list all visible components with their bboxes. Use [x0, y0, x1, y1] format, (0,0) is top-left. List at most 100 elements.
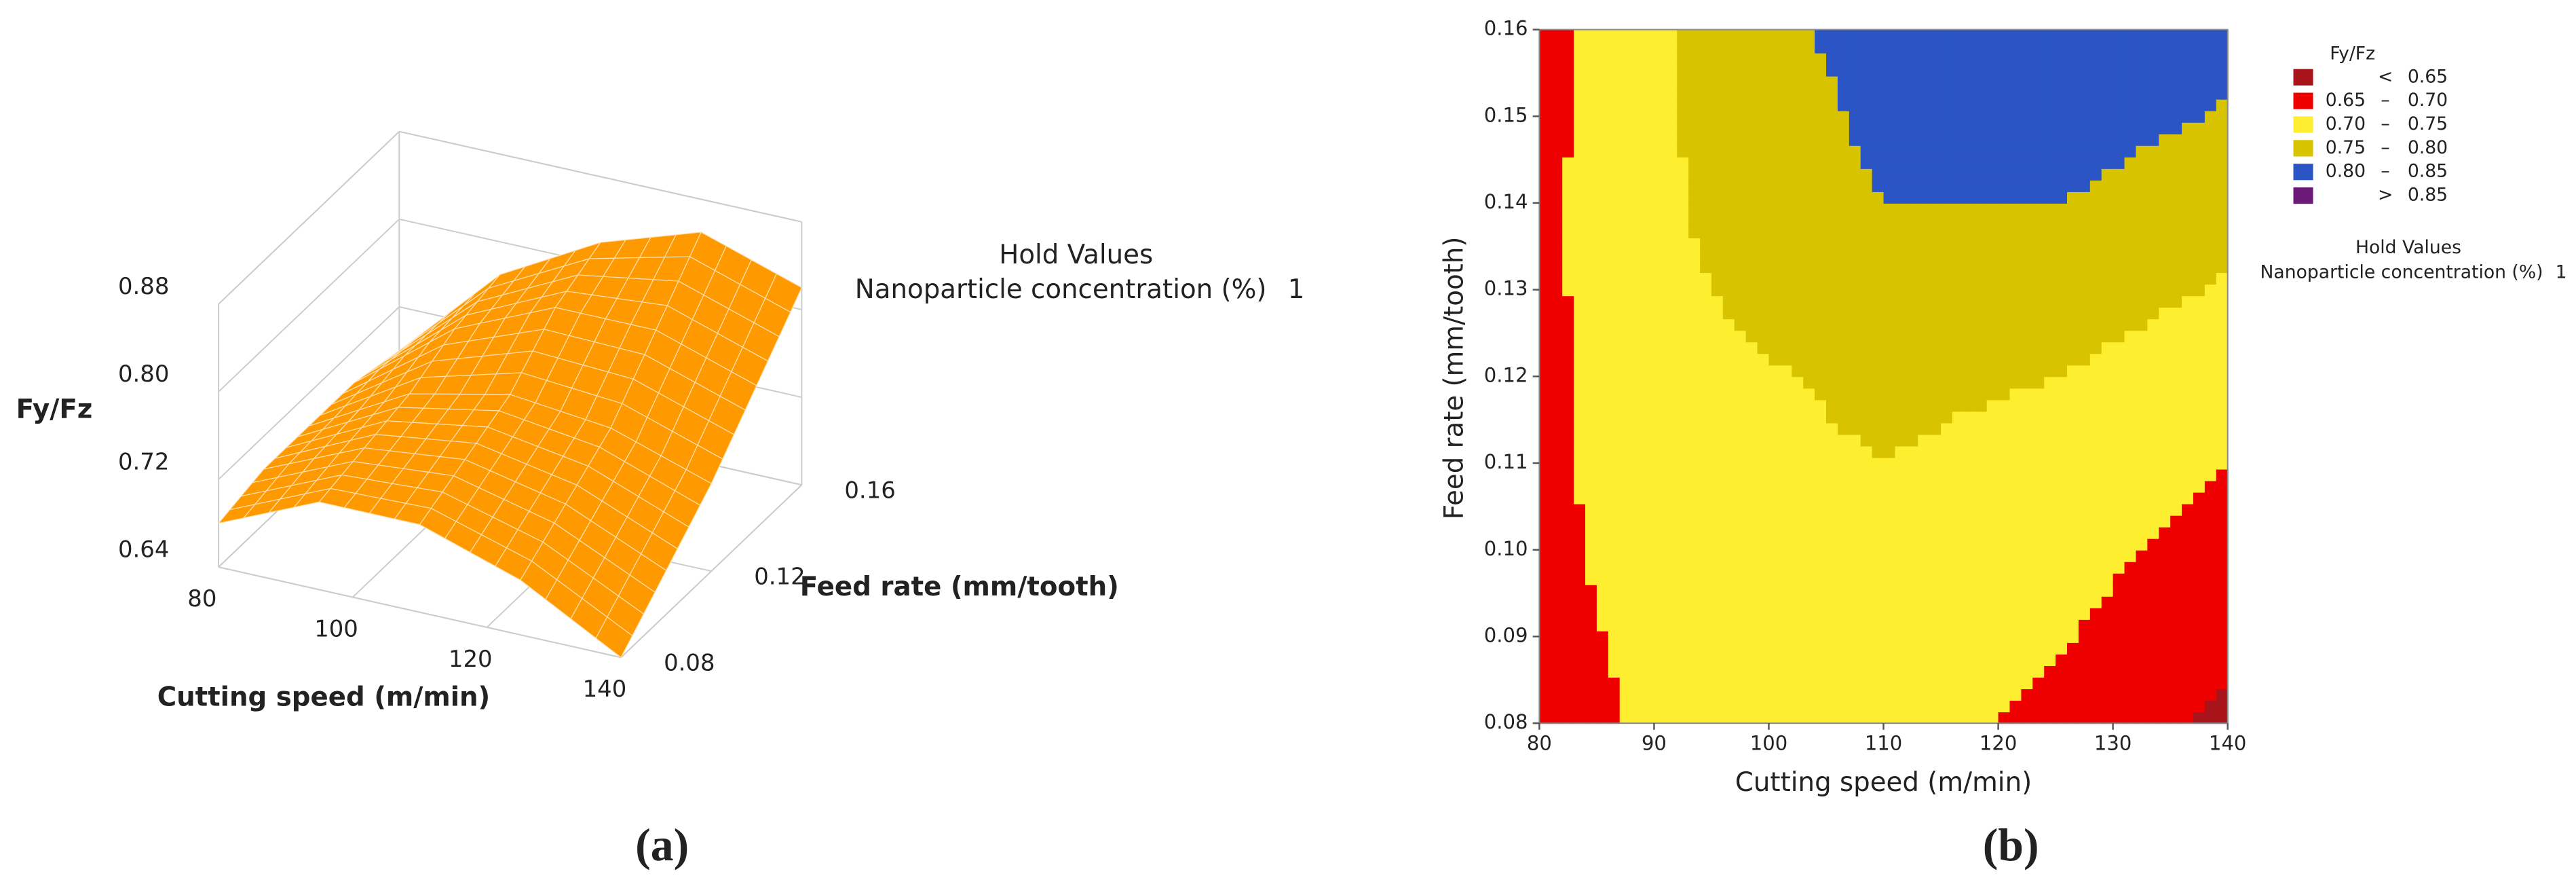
- contour-cell: [1745, 342, 1758, 354]
- contour-cell: [1998, 468, 2011, 481]
- contour-cell: [1596, 445, 1609, 458]
- contour-cell: [1665, 156, 1678, 169]
- contour-cell: [1734, 295, 1747, 308]
- contour-cell: [2170, 712, 2183, 724]
- contour-cell: [2216, 572, 2229, 585]
- contour-cell: [1745, 238, 1758, 251]
- contour-cell: [1700, 261, 1712, 274]
- contour-cell: [1768, 642, 1781, 655]
- contour-cell: [1745, 642, 1758, 655]
- contour-cell: [2147, 330, 2160, 343]
- contour-cell: [2056, 168, 2068, 181]
- contour-cell: [1815, 52, 1827, 65]
- contour-cell: [1975, 214, 1988, 227]
- contour-cell: [1918, 712, 1931, 724]
- contour-cell: [2044, 122, 2057, 134]
- contour-cell: [1849, 549, 1861, 562]
- contour-cell: [1608, 549, 1621, 562]
- contour-cell: [1815, 584, 1827, 597]
- contour-cell: [1780, 191, 1793, 204]
- contour-cell: [2204, 330, 2217, 343]
- contour-cell: [1941, 295, 1953, 308]
- contour-cell: [1952, 295, 1965, 308]
- contour-cell: [1906, 133, 1919, 146]
- contour-cell: [1918, 526, 1931, 539]
- contour-cell: [1688, 584, 1701, 597]
- contour-cell: [2204, 145, 2217, 158]
- contour-cell: [1642, 653, 1655, 666]
- contour-cell: [2089, 353, 2102, 366]
- contour-cell: [1619, 388, 1632, 401]
- contour-cell: [1585, 595, 1597, 608]
- contour-cell: [2044, 538, 2057, 551]
- contour-cell: [1837, 376, 1850, 389]
- contour-cell: [2170, 87, 2183, 100]
- contour-cell: [1918, 214, 1931, 227]
- contour-cell: [2021, 342, 2034, 354]
- contour-cell: [2124, 238, 2137, 251]
- contour-cell: [1929, 549, 1942, 562]
- contour-cell: [1895, 595, 1908, 608]
- contour-cell: [2136, 318, 2148, 331]
- contour-cell: [1596, 156, 1609, 169]
- contour-cell: [1872, 595, 1884, 608]
- contour-cell: [1815, 179, 1827, 192]
- contour-cell: [1792, 700, 1804, 713]
- contour-cell: [1619, 307, 1632, 320]
- contour-cell: [1780, 226, 1793, 239]
- contour-cell: [2159, 595, 2172, 608]
- contour-cell: [2067, 295, 2079, 308]
- contour-cell: [1872, 52, 1884, 65]
- contour-cell: [1745, 214, 1758, 227]
- contour-cell: [1849, 272, 1861, 285]
- contour-cell: [2147, 468, 2160, 481]
- contour-cell: [1998, 538, 2011, 551]
- contour-cell: [1551, 249, 1564, 262]
- contour-cell: [1815, 712, 1827, 724]
- contour-cell: [2147, 630, 2160, 643]
- contour-cell: [1792, 538, 1804, 551]
- contour-cell: [1711, 29, 1724, 42]
- contour-cell: [1665, 75, 1678, 88]
- contour-cell: [2044, 422, 2057, 435]
- contour-cell: [2124, 145, 2137, 158]
- contour-cell: [2159, 261, 2172, 274]
- contour-cell: [2078, 168, 2091, 181]
- contour-cell: [1768, 226, 1781, 239]
- contour-cell: [1745, 688, 1758, 701]
- contour-cell: [1815, 168, 1827, 181]
- contour-cell: [1711, 342, 1724, 354]
- contour-cell: [1768, 700, 1781, 713]
- contour-cell: [1654, 214, 1667, 227]
- contour-cell: [2067, 688, 2079, 701]
- contour-cell: [1929, 156, 1942, 169]
- contour-cell: [2067, 284, 2079, 297]
- contour-cell: [1688, 515, 1701, 528]
- contour-cell: [1872, 133, 1884, 146]
- contour-cell: [2101, 145, 2114, 158]
- contour-cell: [1688, 307, 1701, 320]
- contour-cell: [1883, 492, 1896, 504]
- contour-cell: [1619, 342, 1632, 354]
- contour-cell: [2009, 202, 2022, 215]
- contour-cell: [1815, 561, 1827, 574]
- contour-cell: [1745, 156, 1758, 169]
- contour-cell: [1883, 445, 1896, 458]
- contour-cell: [1941, 133, 1953, 146]
- contour-cell: [1780, 595, 1793, 608]
- contour-cell: [2113, 179, 2125, 192]
- contour-cell: [1952, 376, 1965, 389]
- contour-cell: [1998, 284, 2011, 297]
- contour-cell: [2021, 122, 2034, 134]
- contour-cell: [2067, 388, 2079, 401]
- contour-cell: [2032, 64, 2045, 77]
- contour-cell: [1631, 29, 1644, 42]
- contour-cell: [1768, 549, 1781, 562]
- contour-cell: [1619, 179, 1632, 192]
- contour-cell: [1883, 480, 1896, 493]
- contour-cell: [1619, 191, 1632, 204]
- contour-cell: [1929, 191, 1942, 204]
- contour-cell: [1642, 122, 1655, 134]
- contour-cell: [1665, 538, 1678, 551]
- contour-cell: [1826, 503, 1838, 516]
